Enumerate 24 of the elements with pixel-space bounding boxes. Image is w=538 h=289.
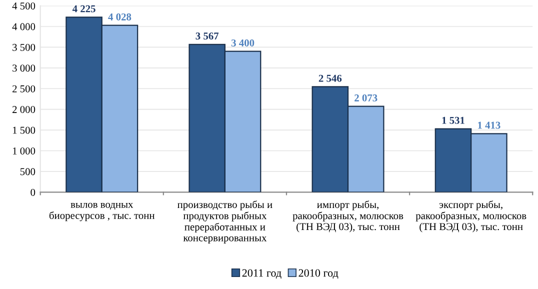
data-label: 4 225	[72, 5, 96, 12]
y-tick-label: 2 000	[12, 106, 36, 114]
y-tick-label: 1 000	[12, 147, 36, 154]
data-label: 3 567	[196, 32, 219, 40]
x-tick-label: производство рыбы и продуктов рыбных переработанных и консервированных	[178, 200, 272, 244]
y-tick-label: 4 500	[12, 2, 36, 10]
legend-label: 2011 год	[242, 269, 282, 279]
y-tick-label: 0	[30, 188, 36, 196]
legend-label: 2010 год	[298, 269, 338, 279]
data-label: 1 531	[442, 116, 464, 124]
y-tick-label: 2 500	[12, 85, 36, 92]
data-label: 2 546	[318, 74, 342, 82]
y-tick-label: 3 000	[12, 64, 36, 72]
data-label: 1 413	[478, 122, 500, 129]
y-tick-label: 3 500	[12, 44, 36, 51]
data-label: 4 028	[108, 13, 132, 20]
y-tick-label: 4 000	[12, 23, 36, 30]
x-tick-label: вылов водных биоресурсов , тыс. тонн	[49, 202, 155, 222]
data-label: 2 073	[354, 94, 378, 102]
y-tick-label: 500	[20, 168, 36, 176]
x-tick-label: импорт рыбы, ракообразных, молюсков (ТН ВЭД 03), тыс. тонн	[292, 200, 404, 232]
data-label: 3 400	[231, 39, 254, 46]
y-tick-label: 1 500	[12, 126, 36, 134]
x-tick-label: экспорт рыбы, ракообразных, молюсков (ТН ВЭД 03), тыс. тонн	[416, 200, 526, 232]
